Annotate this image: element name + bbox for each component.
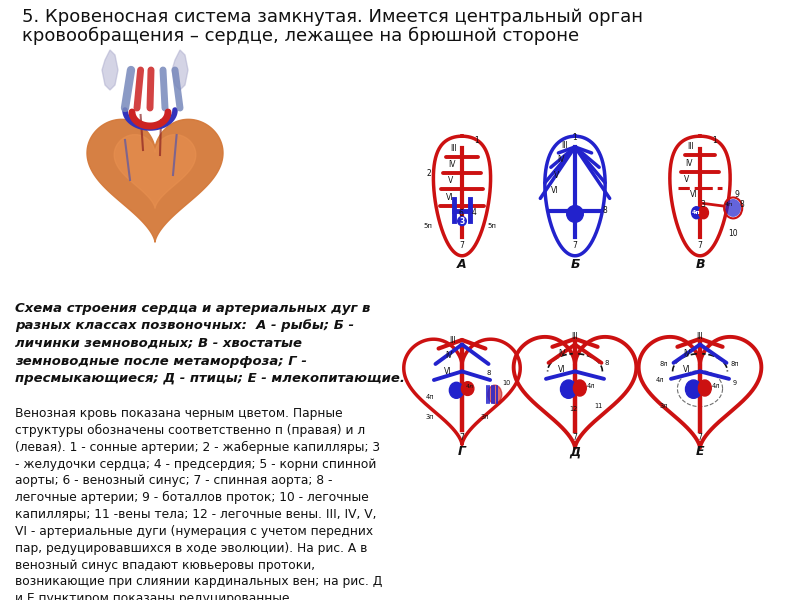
Text: 7: 7 [698, 433, 702, 442]
Text: 9: 9 [734, 190, 739, 199]
Ellipse shape [698, 380, 711, 396]
Text: 3: 3 [700, 200, 705, 209]
Text: 4п: 4п [725, 202, 733, 208]
Text: 4п: 4п [426, 394, 434, 400]
Ellipse shape [726, 199, 741, 217]
Text: IV: IV [685, 159, 693, 168]
Text: VI: VI [444, 367, 452, 376]
Text: 1: 1 [712, 136, 717, 145]
Text: Е: Е [696, 445, 704, 458]
Text: 2: 2 [426, 169, 431, 178]
Ellipse shape [458, 217, 466, 226]
Text: Схема строения сердца и артериальных дуг в
разных классах позвоночных:  А - рыбы: Схема строения сердца и артериальных дуг… [15, 302, 405, 385]
Text: 5п: 5п [423, 223, 432, 229]
Text: 7: 7 [698, 241, 702, 250]
Text: кровообращения – сердце, лежащее на брюшной стороне: кровообращения – сердце, лежащее на брюш… [22, 27, 579, 45]
Text: Г: Г [458, 445, 466, 458]
Text: V: V [448, 176, 454, 185]
Text: 5п: 5п [488, 223, 497, 229]
Text: 7: 7 [573, 241, 578, 250]
Ellipse shape [574, 380, 586, 396]
Text: IV: IV [557, 155, 564, 164]
Text: 3п: 3п [426, 414, 434, 420]
Text: 11: 11 [594, 403, 602, 409]
Text: III: III [450, 335, 456, 344]
Text: VI: VI [550, 187, 558, 196]
Text: 10: 10 [502, 380, 511, 386]
Text: 4л: 4л [587, 383, 595, 389]
Text: 7: 7 [459, 433, 465, 442]
Text: 12: 12 [570, 406, 578, 412]
Text: А: А [457, 258, 467, 271]
Text: V: V [684, 175, 690, 184]
Text: 4: 4 [471, 208, 476, 217]
Text: 3: 3 [459, 217, 465, 226]
Ellipse shape [450, 382, 463, 398]
Text: III: III [450, 144, 457, 153]
Text: Д: Д [570, 445, 581, 458]
Text: Венозная кровь показана черным цветом. Парные
структуры обозначены соответственн: Венозная кровь показана черным цветом. П… [15, 407, 382, 600]
Text: VI: VI [446, 193, 454, 202]
Text: 10: 10 [728, 229, 738, 238]
Text: 4л: 4л [466, 385, 474, 389]
Text: VI: VI [690, 190, 698, 199]
Text: IV: IV [448, 160, 455, 169]
Text: IV: IV [558, 349, 566, 358]
Polygon shape [102, 50, 118, 90]
Text: 1: 1 [474, 136, 478, 145]
Ellipse shape [566, 206, 583, 222]
Ellipse shape [462, 382, 474, 395]
Text: III: III [687, 142, 694, 151]
Ellipse shape [488, 385, 502, 403]
Text: IV: IV [683, 349, 690, 358]
Text: V: V [554, 171, 559, 180]
Text: VI: VI [683, 365, 690, 374]
Text: 8п: 8п [730, 361, 739, 367]
Text: 3л: 3л [659, 403, 668, 409]
Text: 7: 7 [573, 433, 578, 442]
Ellipse shape [698, 207, 709, 219]
Text: 4п: 4п [692, 210, 701, 215]
Text: 8: 8 [604, 360, 609, 366]
Ellipse shape [561, 380, 577, 398]
Text: Б: Б [570, 258, 580, 271]
Text: 7: 7 [459, 241, 465, 250]
Polygon shape [172, 50, 188, 90]
Polygon shape [114, 134, 196, 208]
Text: VI: VI [558, 365, 566, 374]
Text: 8: 8 [739, 200, 744, 209]
Text: 3л: 3л [481, 414, 489, 420]
Text: 8: 8 [487, 370, 491, 376]
Text: 9: 9 [732, 380, 736, 386]
Text: 5. Кровеносная система замкнутая. Имеется центральный орган: 5. Кровеносная система замкнутая. Имеетс… [22, 8, 643, 26]
Text: IV: IV [445, 351, 453, 360]
Ellipse shape [691, 207, 702, 219]
Text: III: III [572, 332, 578, 341]
Text: 6: 6 [458, 209, 463, 218]
Text: 8л: 8л [659, 361, 668, 367]
Text: 1: 1 [573, 133, 578, 142]
Text: III: III [697, 332, 703, 341]
Text: 4л: 4л [712, 383, 720, 389]
Text: 8: 8 [602, 206, 607, 215]
Polygon shape [87, 119, 223, 242]
Ellipse shape [686, 380, 702, 398]
Text: III: III [562, 141, 569, 150]
Text: В: В [695, 258, 705, 271]
Text: 4л: 4л [656, 377, 665, 383]
